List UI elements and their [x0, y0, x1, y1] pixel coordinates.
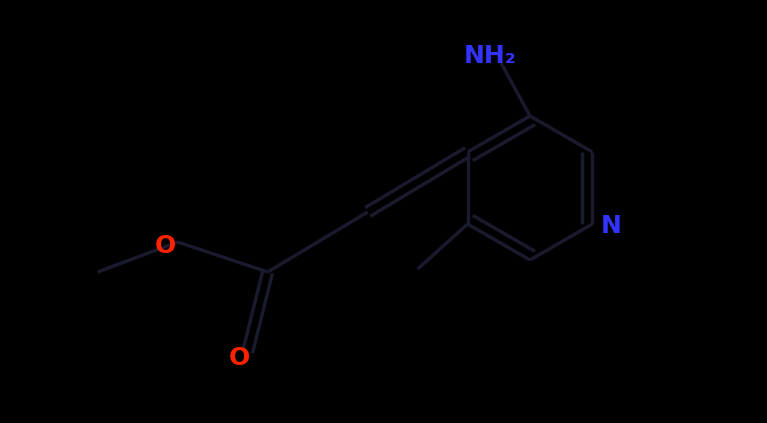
Text: O: O — [155, 234, 176, 258]
Text: NH₂: NH₂ — [463, 44, 516, 68]
Text: N: N — [601, 214, 621, 238]
Text: O: O — [229, 346, 250, 370]
